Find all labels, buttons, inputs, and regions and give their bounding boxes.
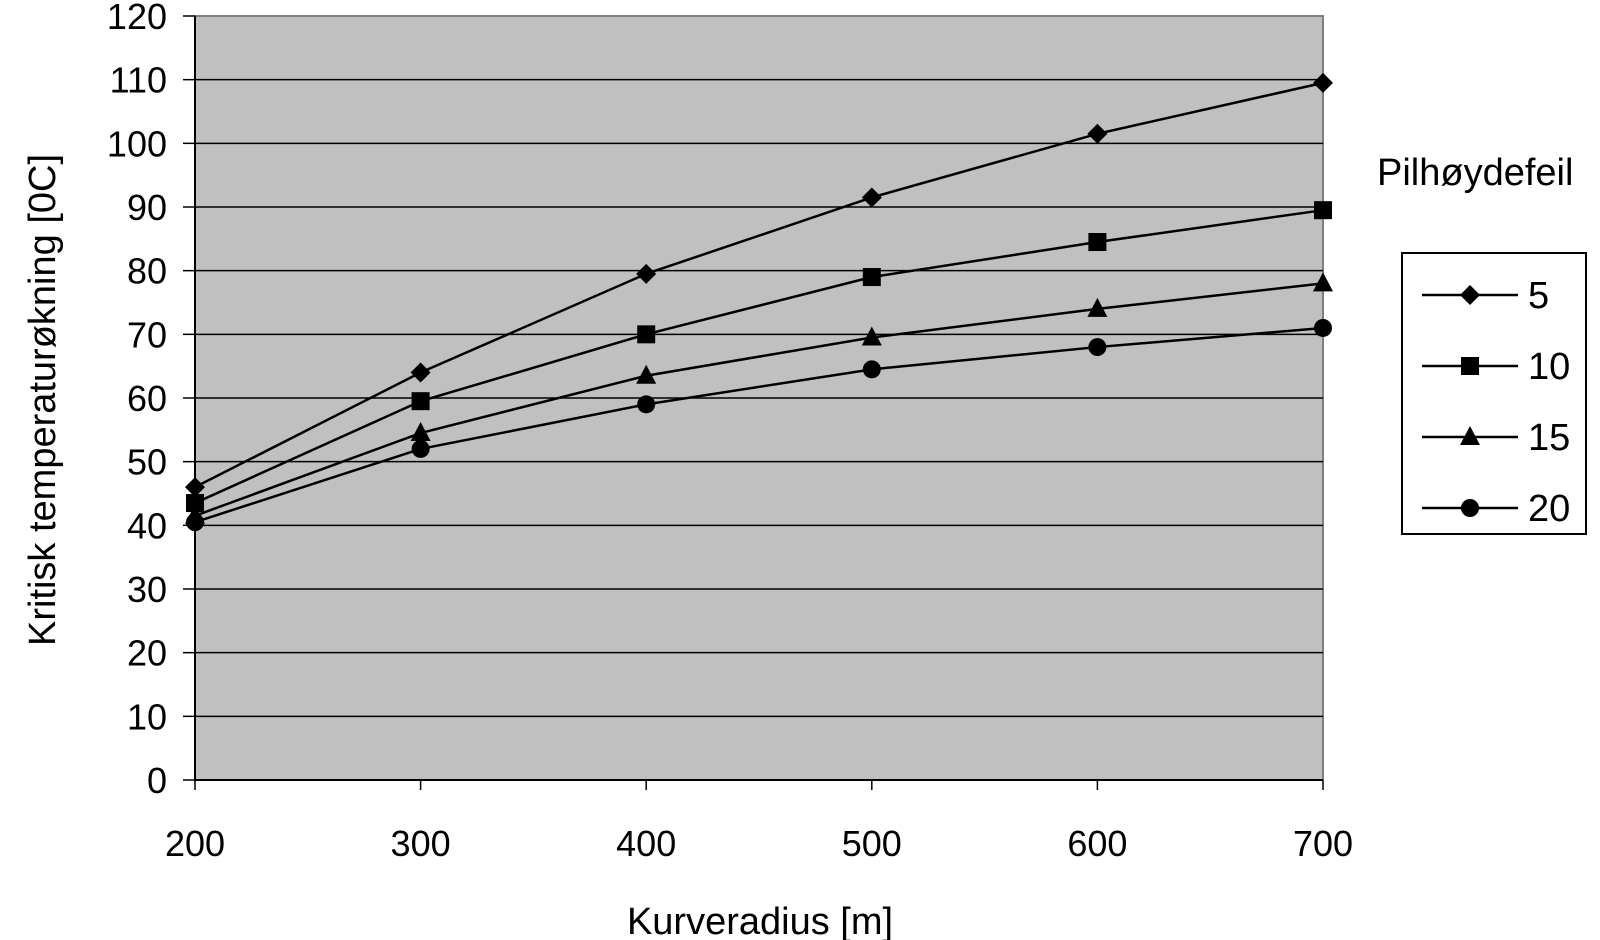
data-point-series-20 xyxy=(1314,318,1332,337)
y-tick-label: 80 xyxy=(127,251,167,292)
x-tick-label: 400 xyxy=(616,823,676,864)
series-lines xyxy=(194,81,1324,524)
legend-label: 10 xyxy=(1528,346,1570,388)
y-tick-label: 50 xyxy=(127,442,167,483)
data-point-series-15 xyxy=(1313,272,1333,292)
data-point-series-20 xyxy=(186,513,204,532)
legend-marker-10 xyxy=(1461,357,1479,375)
series-line-20 xyxy=(194,326,1324,524)
y-tick-label: 120 xyxy=(107,0,167,37)
y-tick-label: 10 xyxy=(127,696,167,737)
legend-label: 15 xyxy=(1528,417,1570,459)
x-tick-label: 200 xyxy=(165,823,225,864)
tick-labels: 0 10 20 30 40 50 60 70 80 90 100 110 120 200 300 400 500… xyxy=(107,0,1353,864)
y-tick-label: 60 xyxy=(127,378,167,419)
data-point-series-5 xyxy=(185,477,205,498)
data-point-series-15 xyxy=(1087,297,1108,317)
data-point-series-15 xyxy=(410,422,431,442)
y-tick-label: 0 xyxy=(147,760,167,801)
data-point-series-20 xyxy=(411,439,430,458)
data-point-series-10 xyxy=(862,268,881,287)
data-point-series-5 xyxy=(1313,72,1333,93)
legend-marker-20 xyxy=(1461,499,1479,517)
x-tick-label: 500 xyxy=(842,823,902,864)
data-point-series-20 xyxy=(1088,338,1107,357)
x-axis-title: Kurveradius [m] xyxy=(627,901,893,940)
legend-label: 20 xyxy=(1528,488,1570,530)
data-point-series-15 xyxy=(861,326,882,346)
y-tick-label: 100 xyxy=(107,123,167,164)
legend-marker-15 xyxy=(1460,426,1480,445)
data-point-series-10 xyxy=(637,325,656,344)
x-tick-label: 300 xyxy=(391,823,451,864)
legend-box xyxy=(1401,252,1587,535)
legend-label: 5 xyxy=(1528,275,1549,317)
data-point-series-20 xyxy=(862,360,881,379)
y-tick-label: 20 xyxy=(127,633,167,674)
series-line-5 xyxy=(194,81,1324,489)
y-tick-label: 90 xyxy=(127,187,167,228)
data-point-series-10 xyxy=(411,392,430,411)
y-tick-label: 110 xyxy=(110,60,167,101)
data-point-series-15 xyxy=(636,364,657,384)
y-tick-label: 70 xyxy=(127,314,167,355)
data-point-series-20 xyxy=(637,395,656,414)
data-point-series-10 xyxy=(1314,201,1332,220)
grid-lines xyxy=(195,78,1323,718)
data-point-series-5 xyxy=(636,263,657,284)
data-point-series-10 xyxy=(186,494,204,513)
series-line-10 xyxy=(194,208,1324,505)
data-point-series-5 xyxy=(410,362,431,383)
y-axis-title: Kritisk temperaturøkning [0C] xyxy=(22,154,64,646)
series-markers xyxy=(185,72,1333,532)
axes xyxy=(183,15,1324,790)
data-point-series-5 xyxy=(1087,123,1108,144)
data-point-series-10 xyxy=(1088,233,1107,252)
x-tick-label: 600 xyxy=(1067,823,1127,864)
legend: 5 10 15 20 xyxy=(1401,252,1587,535)
x-tick-label: 700 xyxy=(1293,823,1353,864)
y-tick-label: 30 xyxy=(127,569,167,610)
data-point-series-5 xyxy=(861,187,882,208)
series-line-15 xyxy=(194,282,1324,517)
y-tick-label: 40 xyxy=(127,505,167,546)
legend-marker-5 xyxy=(1460,285,1480,305)
legend-title: Pilhøydefeil xyxy=(1377,152,1573,194)
